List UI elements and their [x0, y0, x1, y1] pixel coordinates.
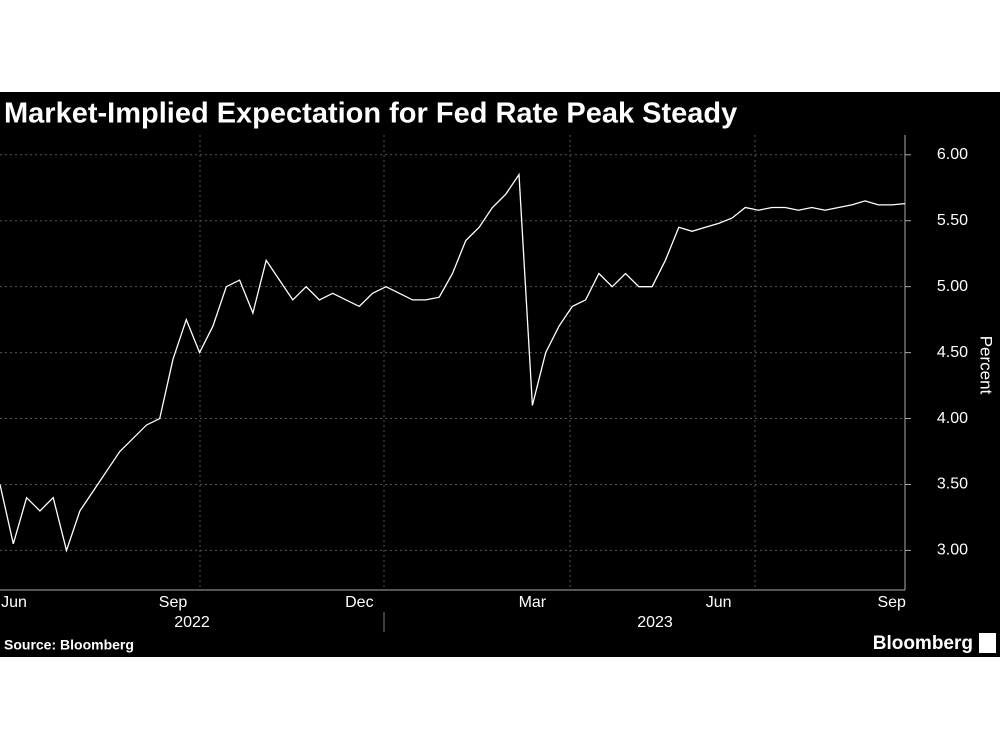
year-label: 2022: [174, 614, 210, 631]
x-tick-label: Mar: [519, 594, 547, 611]
x-tick-label: Jun: [706, 594, 732, 611]
y-tick-label: 6.00: [937, 146, 968, 163]
y-tick-label: 5.00: [937, 278, 968, 295]
x-tick-label: Sep: [159, 594, 188, 611]
source: Source: Bloomberg: [4, 637, 134, 653]
year-label: 2023: [637, 614, 673, 631]
x-tick-label: Sep: [877, 594, 906, 611]
x-tick-label: Jun: [1, 594, 27, 611]
y-tick-label: 4.00: [937, 410, 968, 427]
x-tick-label: Dec: [345, 594, 373, 611]
brand: Bloomberg: [873, 633, 973, 654]
background: [0, 92, 1000, 657]
y-tick-label: 3.50: [937, 476, 968, 493]
line: [0, 172, 906, 553]
y-tick-label: 3.00: [937, 542, 968, 559]
chart-title: Market-Implied Expectation for Fed Rate …: [4, 98, 737, 130]
y-tick-label: 4.50: [937, 344, 968, 361]
brand-icon: [979, 633, 996, 653]
y-axis-label: Percent: [977, 336, 996, 395]
y-tick-label: 5.50: [937, 212, 968, 229]
